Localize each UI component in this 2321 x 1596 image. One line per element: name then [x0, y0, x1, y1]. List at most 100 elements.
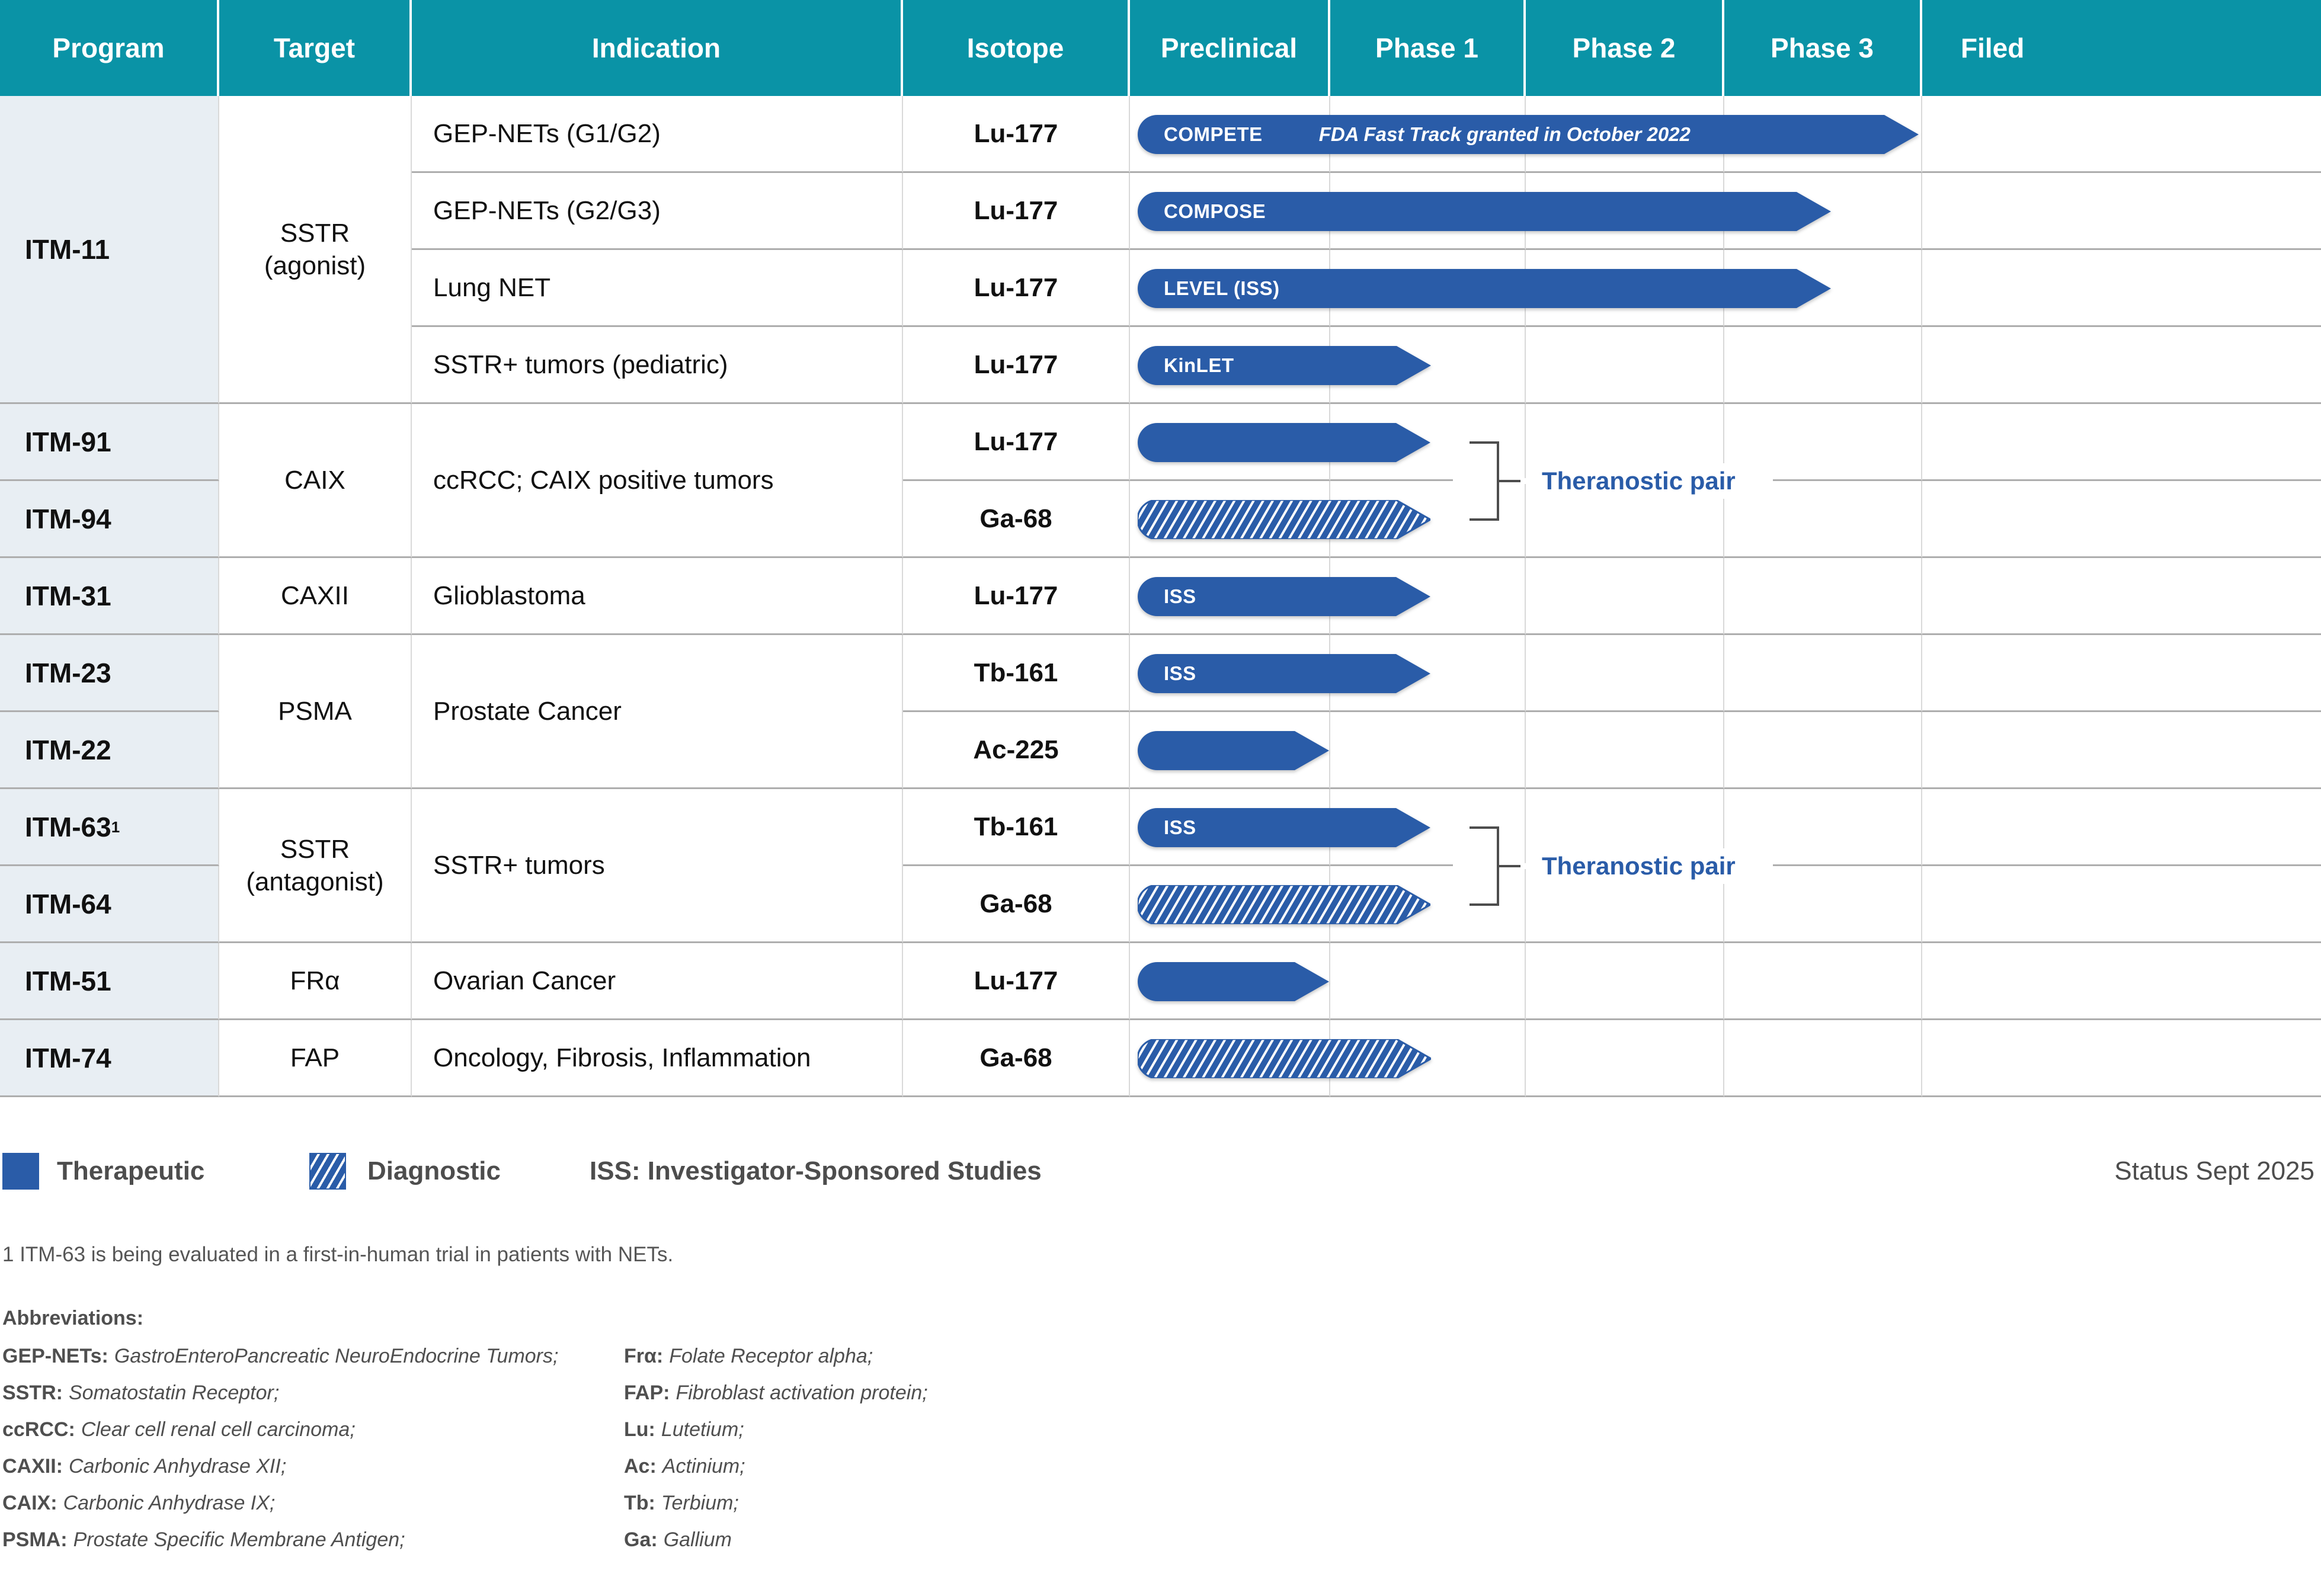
phase-cell [1130, 558, 1330, 635]
abbr-def: GastroEnteroPancreatic NeuroEndocrine Tu… [114, 1345, 559, 1367]
legend-iss-note: ISS: Investigator-Sponsored Studies [590, 1152, 1042, 1190]
legend-label-diagnostic: Diagnostic [367, 1152, 501, 1190]
abbr-def: Terbium; [661, 1492, 739, 1514]
program-label: ITM-63 [25, 811, 111, 843]
target-cell: FAP [219, 1020, 412, 1097]
phase-cell [1330, 943, 1526, 1020]
isotope-label: Tb-161 [974, 658, 1058, 688]
phase-cell [1130, 250, 1330, 327]
program-label: ITM-11 [25, 233, 110, 265]
abbr-tb: Tb:Terbium; [624, 1492, 739, 1515]
pipeline-table-body: ITM-11SSTR (agonist)GEP-NETs (G1/G2)Lu-1… [0, 96, 2321, 1097]
program-cell: ITM-91 [0, 404, 219, 481]
isotope-cell: Lu-177 [903, 96, 1130, 173]
phase-cell [1724, 558, 1922, 635]
program-cell: ITM-64 [0, 866, 219, 943]
phase-cell [1922, 96, 2321, 173]
abbr-ccrcc: ccRCC:Clear cell renal cell carcinoma; [2, 1418, 356, 1441]
phase-cell [1130, 404, 1330, 481]
abbr-def: Carbonic Anhydrase IX; [63, 1492, 276, 1514]
therapeutic-swatch-icon [2, 1153, 39, 1190]
phase-cell [1130, 1020, 1330, 1097]
indication-label: Oncology, Fibrosis, Inflammation [433, 1043, 811, 1073]
phase-cell [1526, 712, 1724, 789]
abbr-key: CAXII: [2, 1455, 63, 1478]
abbr-key: Ac: [624, 1455, 657, 1478]
indication-label: GEP-NETs (G1/G2) [433, 119, 661, 149]
abbr-key: Ga: [624, 1528, 658, 1551]
isotope-label: Lu-177 [974, 119, 1058, 149]
program-label: ITM-23 [25, 657, 111, 689]
indication-label: SSTR+ tumors [433, 851, 605, 880]
diagnostic-swatch-icon [309, 1153, 346, 1190]
phase-cell [1130, 943, 1330, 1020]
phase-cell [1724, 173, 1922, 250]
phase-cell [1330, 404, 1526, 481]
indication-cell: Ovarian Cancer [412, 943, 903, 1020]
abbr-def: Fibroblast activation protein; [676, 1382, 927, 1404]
abbr-fap: FAP: Fibroblast activation protein; [624, 1382, 928, 1405]
isotope-label: Lu-177 [974, 196, 1058, 226]
abbr-def: Carbonic Anhydrase XII; [69, 1455, 286, 1478]
indication-cell: ccRCC; CAIX positive tumors [412, 404, 903, 558]
pipeline-page: { "header": { "columns": ["Program","Tar… [0, 0, 2321, 1596]
phase-cell [1724, 712, 1922, 789]
abbr-ga: Ga:Gallium [624, 1528, 732, 1552]
phase-cell [1526, 96, 1724, 173]
abbreviations-title: Abbreviations: [2, 1307, 143, 1330]
isotope-cell: Lu-177 [903, 943, 1130, 1020]
target-label: FRα [290, 964, 340, 997]
phase-cell [1724, 327, 1922, 404]
program-cell: ITM-23 [0, 635, 219, 712]
indication-cell: Prostate Cancer [412, 635, 903, 789]
phase-cell [1724, 404, 1922, 481]
target-label: CAXII [281, 579, 349, 612]
isotope-label: Ga-68 [979, 504, 1052, 534]
isotope-label: Ga-68 [979, 1043, 1052, 1073]
isotope-label: Lu-177 [974, 350, 1058, 380]
abbr-def: Prostate Specific Membrane Antigen; [73, 1528, 405, 1551]
column-header-program: Program [0, 0, 219, 96]
abbr-caix: CAIX:Carbonic Anhydrase IX; [2, 1492, 275, 1515]
abbr-key: SSTR: [2, 1382, 63, 1404]
phase-cell [1922, 404, 2321, 481]
indication-label: GEP-NETs (G2/G3) [433, 196, 661, 226]
isotope-cell: Lu-177 [903, 327, 1130, 404]
indication-cell: SSTR+ tumors [412, 789, 903, 943]
abbr-def: Lutetium; [661, 1418, 744, 1441]
indication-label: Lung NET [433, 273, 550, 303]
phase-cell [1922, 712, 2321, 789]
target-label: FAP [290, 1041, 340, 1074]
indication-cell: GEP-NETs (G2/G3) [412, 173, 903, 250]
phase-cell [1330, 96, 1526, 173]
phase-cell [1922, 1020, 2321, 1097]
target-label: PSMA [278, 695, 352, 728]
phase-cell [1526, 1020, 1724, 1097]
isotope-cell: Lu-177 [903, 250, 1130, 327]
column-header-isotope: Isotope [903, 0, 1130, 96]
abbr-key: FAP: [624, 1382, 670, 1404]
phase-cell [1724, 789, 1922, 866]
abbr-lu: Lu:Lutetium; [624, 1418, 744, 1441]
abbr-psma: PSMA:Prostate Specific Membrane Antigen; [2, 1528, 405, 1552]
phase-cell [1130, 635, 1330, 712]
phase-cell [1130, 866, 1330, 943]
phase-cell [1724, 943, 1922, 1020]
program-label: ITM-64 [25, 888, 111, 920]
program-label: ITM-31 [25, 580, 111, 612]
phase-cell [1526, 404, 1724, 481]
table-header-row: Program Target Indication Isotope Precli… [0, 0, 2321, 96]
footnote-itm63: 1 ITM-63 is being evaluated in a first-i… [2, 1243, 673, 1267]
column-header-filed: Filed [1922, 0, 2321, 96]
program-label: ITM-51 [25, 965, 111, 997]
abbr-gep-nets: GEP-NETs:GastroEnteroPancreatic NeuroEnd… [2, 1345, 558, 1368]
phase-cell [1526, 866, 1724, 943]
phase-cell [1724, 635, 1922, 712]
phase-cell [1330, 173, 1526, 250]
program-label: ITM-94 [25, 503, 111, 535]
phase-cell [1526, 558, 1724, 635]
program-cell: ITM-11 [0, 96, 219, 404]
column-header-target: Target [219, 0, 412, 96]
program-label: ITM-91 [25, 426, 111, 458]
column-header-indication: Indication [412, 0, 903, 96]
